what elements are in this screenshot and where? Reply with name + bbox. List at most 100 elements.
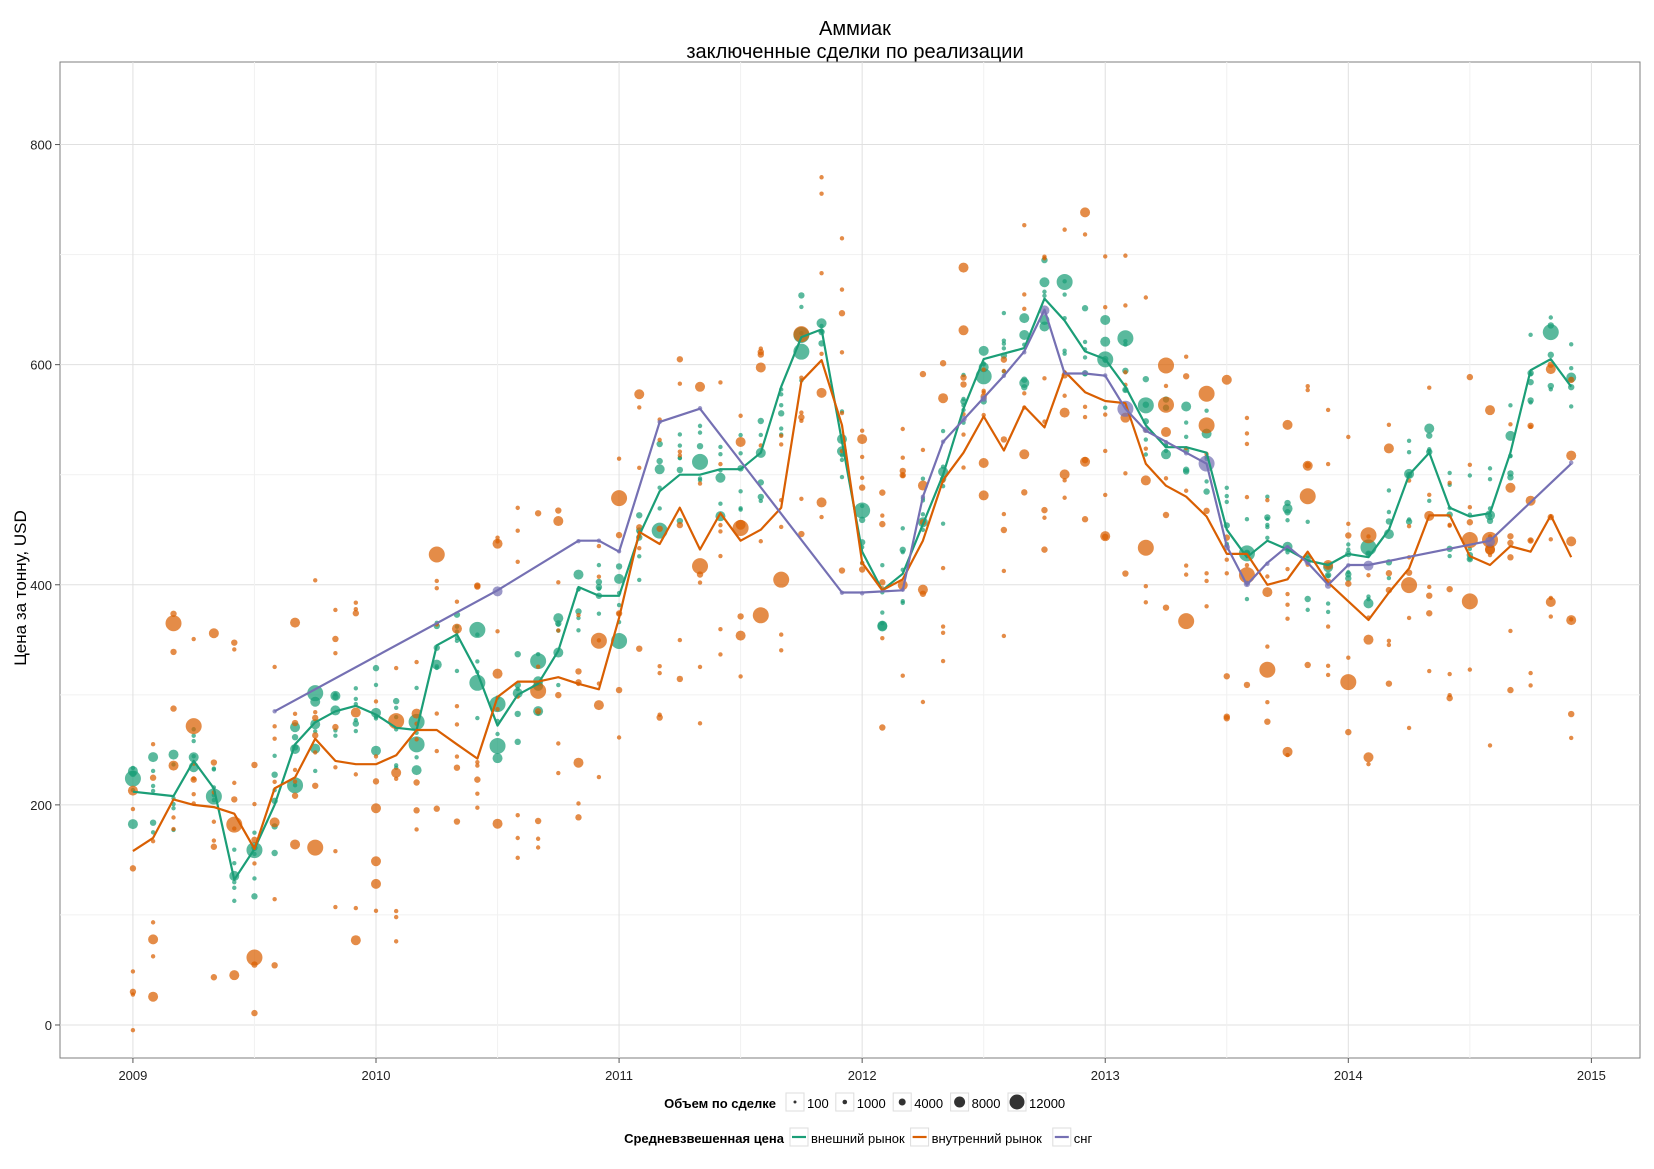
- deal-point: [900, 455, 905, 460]
- deal-point: [350, 707, 361, 718]
- deal-point: [515, 686, 520, 692]
- deal-point: [738, 413, 743, 418]
- deal-point: [799, 496, 804, 502]
- deal-point: [333, 849, 338, 854]
- deal-point: [534, 708, 542, 715]
- deal-point: [1426, 610, 1433, 617]
- x-tick-label: 2010: [362, 1068, 391, 1083]
- deal-point: [310, 743, 321, 754]
- deal-point: [816, 387, 827, 398]
- deal-point: [920, 699, 926, 705]
- deal-point: [1224, 493, 1229, 499]
- deal-point: [1508, 422, 1513, 427]
- deal-point: [816, 318, 827, 329]
- deal-point: [1366, 761, 1371, 767]
- deal-point: [819, 514, 824, 520]
- deal-point: [1244, 494, 1250, 500]
- deal-point: [1103, 405, 1108, 410]
- deal-point: [677, 443, 683, 448]
- deal-point: [575, 668, 582, 675]
- deal-point: [353, 600, 359, 605]
- deal-point: [1386, 488, 1392, 493]
- deal-point: [1117, 330, 1134, 347]
- deal-point: [819, 351, 824, 356]
- deal-point: [1447, 553, 1452, 559]
- deal-point: [1021, 489, 1028, 496]
- deal-point: [634, 389, 645, 400]
- deal-point: [838, 310, 846, 317]
- deal-point: [191, 791, 196, 797]
- deal-point: [1181, 401, 1192, 412]
- chart-subtitle: заключенные сделки по реализации: [686, 41, 1023, 63]
- deal-point: [718, 444, 723, 450]
- deal-point: [1203, 488, 1210, 495]
- deal-point: [1447, 522, 1452, 528]
- deal-point: [454, 638, 460, 644]
- deal-point: [575, 814, 582, 821]
- deal-point: [1123, 338, 1128, 344]
- deal-point: [1100, 314, 1111, 325]
- deal-point: [130, 992, 136, 997]
- deal-point: [246, 949, 263, 966]
- deal-point: [1304, 461, 1311, 469]
- deal-point: [553, 613, 564, 624]
- deal-point: [575, 608, 582, 615]
- deal-point: [168, 760, 179, 771]
- deal-point: [292, 779, 298, 784]
- deal-point: [1244, 441, 1250, 447]
- deal-point: [900, 526, 905, 531]
- deal-point: [697, 721, 703, 726]
- deal-point: [859, 503, 865, 509]
- deal-point: [737, 613, 744, 620]
- deal-point: [877, 620, 888, 631]
- deal-point: [1427, 584, 1432, 590]
- deal-point: [1383, 443, 1394, 454]
- deal-point: [530, 653, 547, 670]
- deal-point: [1021, 384, 1028, 391]
- deal-point: [1363, 634, 1374, 645]
- deal-point: [1198, 385, 1215, 402]
- deal-point: [313, 750, 318, 755]
- deal-point: [636, 645, 643, 652]
- deal-point: [251, 893, 258, 900]
- deal-point: [657, 663, 662, 669]
- deal-point: [1042, 515, 1047, 520]
- deal-point: [556, 741, 561, 746]
- deal-point: [475, 632, 480, 637]
- deal-point: [454, 722, 460, 727]
- size-legend-entries: 100 1000 4000 8000 12000: [785, 1092, 1065, 1112]
- deal-point: [1082, 414, 1088, 420]
- deal-point: [1360, 527, 1377, 544]
- deal-point: [654, 464, 665, 475]
- x-tick-label: 2009: [118, 1068, 147, 1083]
- deal-point: [489, 737, 506, 754]
- deal-point: [1346, 434, 1351, 440]
- deal-point: [373, 682, 379, 688]
- deal-point: [232, 647, 237, 652]
- deal-point: [251, 761, 258, 769]
- deal-point: [1305, 387, 1310, 393]
- deal-point: [900, 426, 905, 432]
- deal-point: [1467, 462, 1473, 467]
- deal-point: [779, 433, 784, 438]
- deal-point: [1487, 477, 1493, 482]
- weighted-price-lines: [132, 297, 1573, 881]
- deal-point: [1161, 427, 1171, 438]
- deal-point: [313, 578, 318, 583]
- deal-point: [211, 838, 217, 843]
- x-tick-label: 2015: [1577, 1068, 1606, 1083]
- deal-point: [534, 817, 542, 825]
- deal-point: [611, 490, 628, 507]
- deal-point: [413, 779, 420, 786]
- deal-point: [556, 580, 561, 585]
- deal-point: [697, 664, 703, 670]
- deal-point: [1042, 376, 1047, 381]
- deal-point: [190, 776, 197, 783]
- deal-point: [373, 699, 379, 704]
- deal-point: [1461, 593, 1478, 610]
- deal-point: [168, 749, 179, 760]
- deal-point: [307, 685, 324, 702]
- deal-point: [1265, 524, 1270, 530]
- deal-point: [150, 788, 156, 794]
